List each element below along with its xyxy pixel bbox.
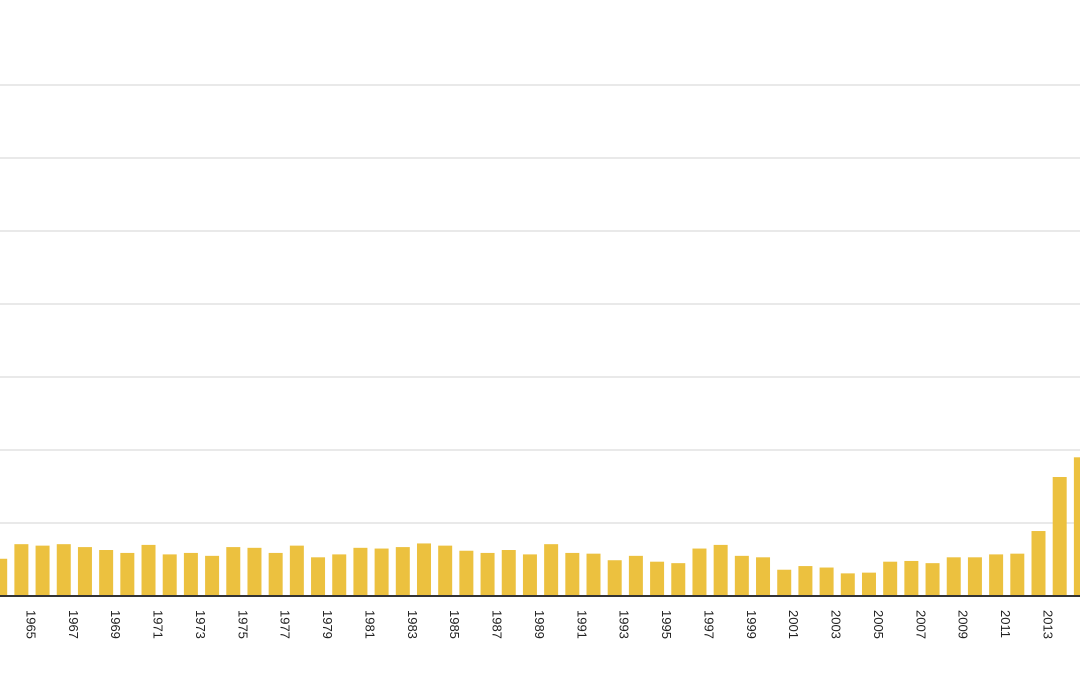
bar-1968 xyxy=(77,547,92,596)
bar-1989 xyxy=(522,554,537,596)
x-tick-label: 1965 xyxy=(23,610,38,639)
bar-2010 xyxy=(967,557,982,596)
bar-2012 xyxy=(1010,553,1025,596)
x-tick-label: 1975 xyxy=(235,610,250,639)
bar-1970 xyxy=(120,552,135,596)
bar-2014 xyxy=(1052,477,1067,596)
bar-1976 xyxy=(247,547,262,596)
bar-2005 xyxy=(861,572,876,596)
bar-1985 xyxy=(438,545,453,596)
bar-2007 xyxy=(904,560,919,596)
x-tick-label: 1983 xyxy=(405,610,420,639)
bar-1995 xyxy=(650,561,665,596)
x-tick-label: 1997 xyxy=(701,610,716,639)
x-tick-label: 1991 xyxy=(574,610,589,639)
bar-2015 xyxy=(1073,457,1080,596)
x-tick-label: 1989 xyxy=(532,610,547,639)
x-tick-label: 2009 xyxy=(956,610,971,639)
bar-series xyxy=(0,457,1080,596)
bar-1991 xyxy=(565,552,580,596)
bar-1972 xyxy=(162,554,177,596)
x-tick-label: 1971 xyxy=(151,610,166,639)
x-tick-label: 1977 xyxy=(278,610,293,639)
x-tick-label: 1979 xyxy=(320,610,335,639)
bar-1998 xyxy=(713,544,728,596)
x-tick-label: 1995 xyxy=(659,610,674,639)
bar-1983 xyxy=(395,547,410,596)
bar-1969 xyxy=(99,550,114,596)
x-tick-label: 2005 xyxy=(871,610,886,639)
bar-1964 xyxy=(0,558,8,596)
x-tick-label: 1967 xyxy=(66,610,81,639)
bar-2003 xyxy=(819,567,834,596)
bar-2013 xyxy=(1031,531,1046,596)
x-tick-label: 2013 xyxy=(1041,610,1056,639)
gridlines xyxy=(0,84,1080,524)
bar-1987 xyxy=(480,552,495,596)
bar-1980 xyxy=(332,554,347,596)
x-tick-label: 2011 xyxy=(998,610,1013,638)
bar-2006 xyxy=(883,561,898,596)
bar-1971 xyxy=(141,544,156,596)
bar-1966 xyxy=(35,545,50,596)
bar-1978 xyxy=(289,545,304,596)
bar-1996 xyxy=(671,563,686,596)
x-tick-label: 2001 xyxy=(786,610,801,639)
x-tick-label: 1981 xyxy=(362,610,377,639)
bar-1979 xyxy=(311,557,326,596)
x-tick-label: 1973 xyxy=(193,610,208,639)
x-tick-label: 1987 xyxy=(490,610,505,639)
bar-1974 xyxy=(205,555,220,596)
x-tick-label: 1969 xyxy=(108,610,123,639)
bar-2002 xyxy=(798,566,813,596)
bar-2009 xyxy=(946,557,961,596)
bar-1992 xyxy=(586,553,601,596)
bar-1994 xyxy=(628,555,643,596)
bar-1982 xyxy=(374,548,389,596)
x-tick-label: 1999 xyxy=(744,610,759,639)
bar-1993 xyxy=(607,560,622,596)
bar-1984 xyxy=(416,543,431,596)
bar-1975 xyxy=(226,547,241,596)
x-tick-label: 1985 xyxy=(447,610,462,639)
bar-1999 xyxy=(734,555,749,596)
bar-2004 xyxy=(840,573,855,596)
bar-2008 xyxy=(925,563,940,596)
x-tick-label: 2003 xyxy=(829,610,844,639)
bar-2000 xyxy=(756,557,771,596)
bar-1981 xyxy=(353,547,368,596)
bar-1977 xyxy=(268,552,283,596)
x-tick-label: 1993 xyxy=(617,610,632,639)
x-axis-tick-labels: 1963196519671969197119731975197719791981… xyxy=(23,610,1056,639)
bar-1965 xyxy=(14,544,29,596)
bar-1973 xyxy=(183,552,198,596)
bar-2001 xyxy=(777,569,792,596)
x-tick-label: 2007 xyxy=(913,610,928,639)
bar-1967 xyxy=(56,544,71,596)
bar-2011 xyxy=(989,554,1004,596)
bar-1997 xyxy=(692,548,707,596)
bar-1990 xyxy=(544,544,559,596)
bar-1986 xyxy=(459,550,474,596)
bar-1988 xyxy=(501,550,516,596)
